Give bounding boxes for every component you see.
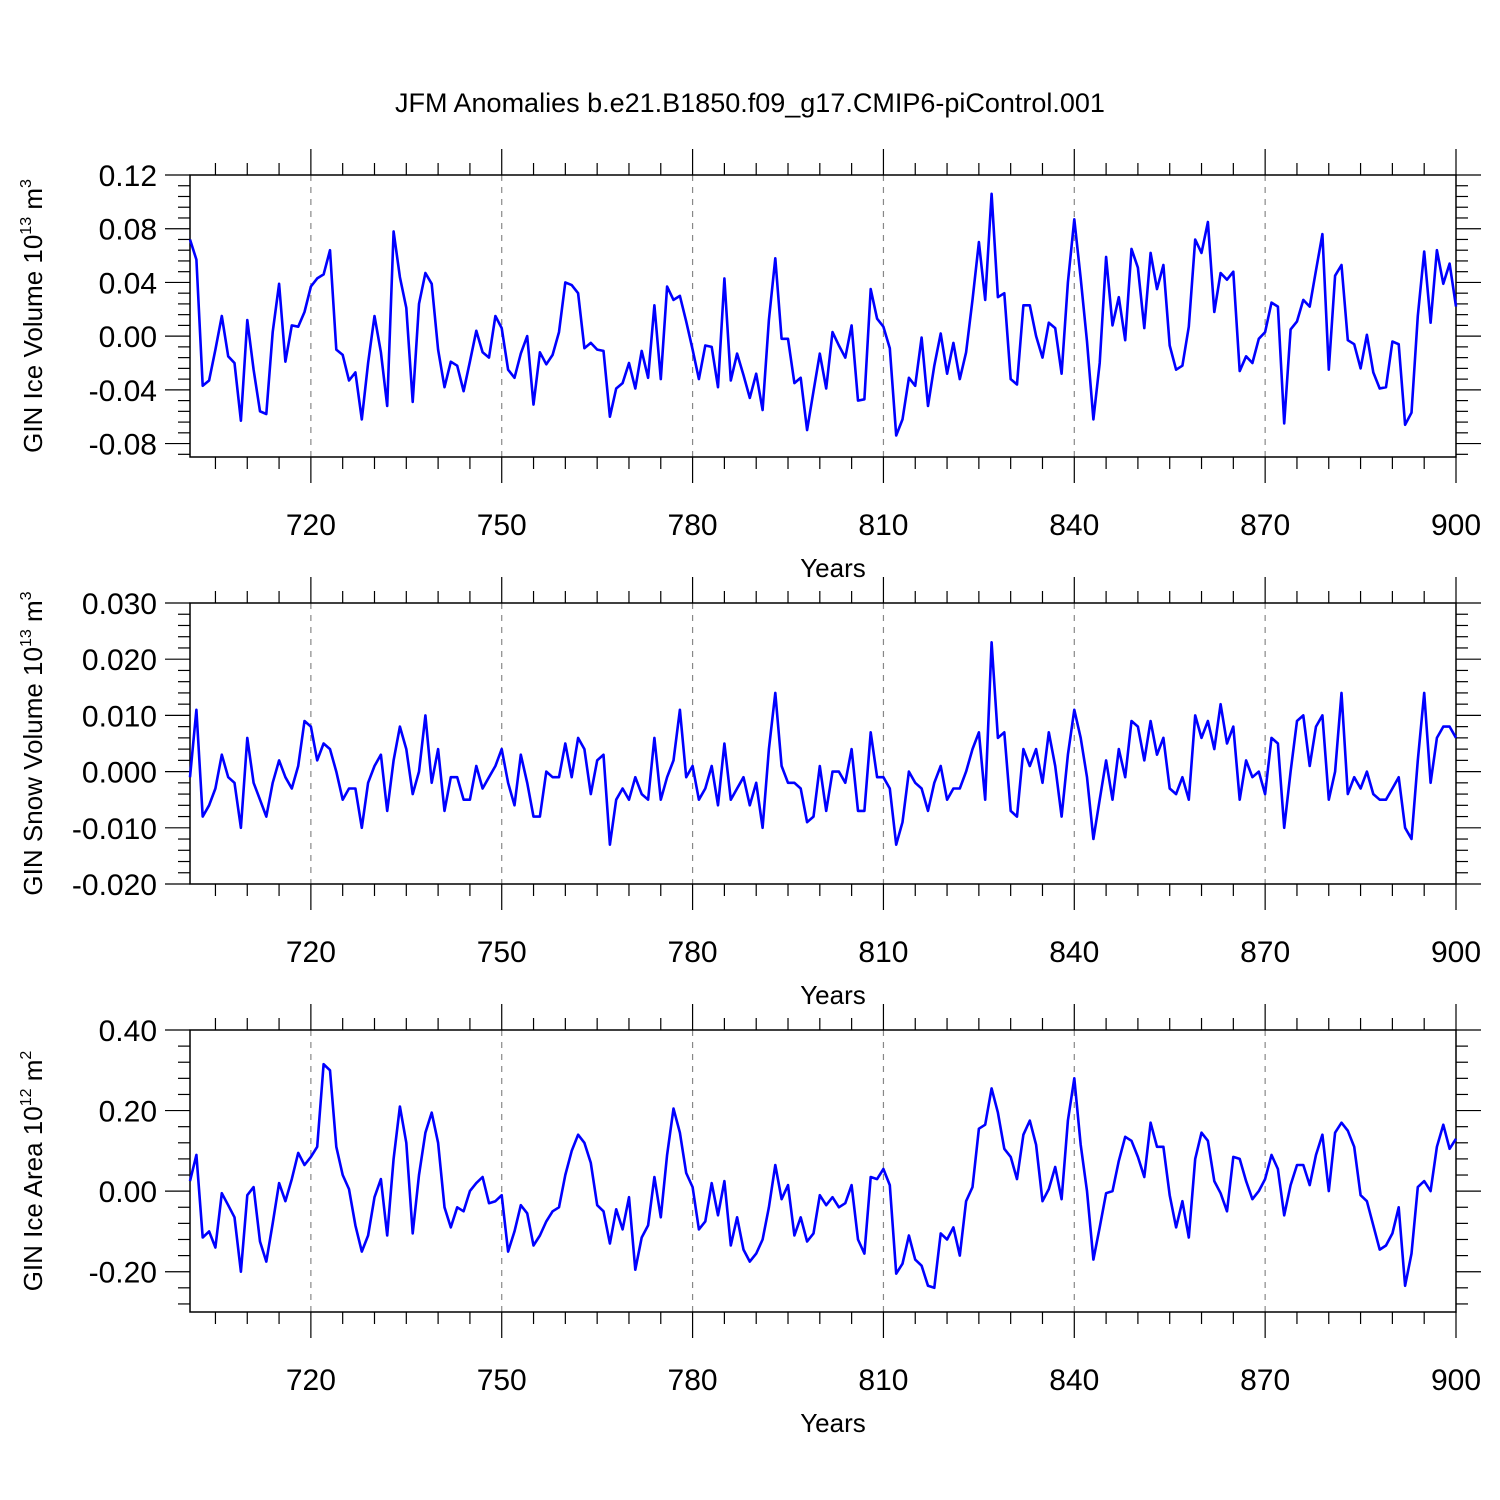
y-tick-label: 0.000 [82,757,157,790]
y-axis-label-name: GIN Ice Volume [18,264,48,453]
y-tick-label: 0.010 [82,700,157,733]
y-axis-label-base: 10 [18,647,48,676]
y-tick-label: 0.08 [99,214,157,247]
x-tick-label: 780 [668,936,718,969]
y-tick-label: 0.020 [82,644,157,677]
y-tick-label: 0.00 [99,321,157,354]
x-axis-label: Years [800,1408,866,1438]
y-axis-label: GIN Ice Volume 1013 m3 [18,179,48,453]
x-tick-label: 810 [858,936,908,969]
y-tick-label: 0.030 [82,588,157,621]
x-tick-label: 780 [668,1364,718,1397]
y-tick-label: -0.010 [72,813,157,846]
x-tick-label: 780 [668,509,718,542]
y-axis-label-unit-exp: 3 [18,179,35,188]
x-tick-label: 720 [286,509,336,542]
y-tick-label: 0.20 [99,1096,157,1129]
x-tick-label: 750 [477,936,527,969]
x-axis-label: Years [800,553,866,583]
x-tick-label: 720 [286,1364,336,1397]
y-tick-label: -0.08 [89,429,157,462]
chart-panel-2: -0.020 -0.010 0.000 0.010 0.020 0.030 720 750 78… [18,577,1481,1010]
plot-frame [189,602,1457,885]
y-tick-label: -0.04 [89,375,157,408]
y-axis-label-unit: m [18,600,48,629]
y-axis-label-exp: 12 [18,1088,35,1106]
chart-panel-3: -0.20 0.00 0.20 0.40 720 750 780 810 840 870 900 Ye… [18,1004,1481,1438]
y-tick-label: -0.020 [72,869,157,902]
series-line-1 [188,640,1458,847]
x-tick-label: 810 [858,1364,908,1397]
y-axis-label: GIN Snow Volume 1013 m3 [18,591,48,895]
x-tick-label: 840 [1049,509,1099,542]
x-tick-label: 840 [1049,936,1099,969]
y-axis-label-unit: m [18,1060,48,1089]
y-axis-label-exp: 13 [18,217,35,235]
y-axis-label-unit-exp: 3 [18,591,35,600]
y-tick-label: 0.04 [99,267,157,300]
y-axis-label-base: 10 [18,1106,48,1135]
x-tick-label: 720 [286,936,336,969]
series-line-1 [188,1062,1458,1290]
x-tick-label: 840 [1049,1364,1099,1397]
x-tick-label: 870 [1240,936,1290,969]
y-axis-label-unit-exp: 2 [18,1051,35,1060]
x-tick-label: 870 [1240,1364,1290,1397]
series-line-1 [188,192,1458,437]
y-tick-label: 0.12 [99,160,157,193]
y-axis-label-exp: 13 [18,629,35,647]
y-axis-label-unit: m [18,188,48,217]
y-tick-label: 0.00 [99,1176,157,1209]
plot-frame [189,174,1457,458]
figure-title: JFM Anomalies b.e21.B1850.f09_g17.CMIP6-… [395,88,1105,118]
y-tick-label: -0.20 [89,1257,157,1290]
x-tick-label: 750 [477,509,527,542]
x-tick-label: 870 [1240,509,1290,542]
y-tick-label: 0.40 [99,1015,157,1048]
x-tick-label: 810 [858,509,908,542]
chart-panel-1: -0.08 -0.04 0.00 0.04 0.08 0.12 720 750 780 810 84… [18,149,1481,583]
y-axis-label-name: GIN Ice Area [18,1135,48,1291]
x-tick-label: 900 [1431,1364,1481,1397]
y-axis-label-base: 10 [18,235,48,264]
plot-frame [189,1029,1457,1313]
x-axis-label: Years [800,980,866,1010]
panels: -0.08 -0.04 0.00 0.04 0.08 0.12 720 750 780 810 84… [18,149,1481,1438]
x-tick-label: 900 [1431,936,1481,969]
x-tick-label: 900 [1431,509,1481,542]
x-tick-label: 750 [477,1364,527,1397]
y-axis-label-name: GIN Snow Volume [18,676,48,896]
y-axis-label: GIN Ice Area 1012 m2 [18,1051,48,1292]
